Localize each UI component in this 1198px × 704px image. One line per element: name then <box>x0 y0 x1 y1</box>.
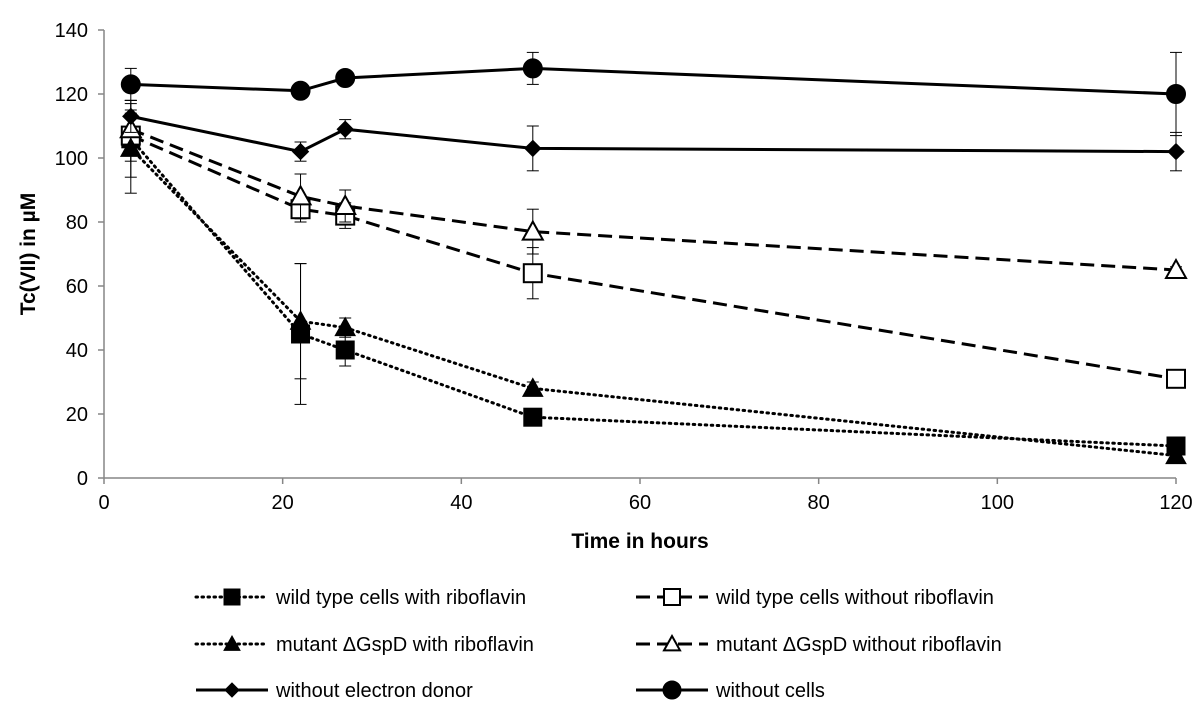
data-point <box>1166 368 1186 389</box>
legend-label: without cells <box>715 680 825 702</box>
data-point <box>521 377 544 397</box>
data-point <box>122 107 140 126</box>
data-point <box>524 139 542 158</box>
x-axis-title: Time in hours <box>571 530 708 553</box>
data-point <box>1164 257 1188 279</box>
x-tick-label: 40 <box>450 492 472 514</box>
data-point <box>1165 444 1187 465</box>
axes <box>103 30 1176 479</box>
legend-label: wild type cells with riboflavin <box>275 587 526 609</box>
data-point <box>1166 84 1186 104</box>
y-tick-label: 0 <box>77 468 88 490</box>
series-line <box>130 66 1177 96</box>
y-tick-label: 20 <box>66 404 88 426</box>
series-6 <box>120 51 1186 137</box>
legend-label: wild type cells without riboflavin <box>715 587 994 609</box>
x-tick-label: 20 <box>272 492 294 514</box>
legend-label: without electron donor <box>275 680 473 702</box>
legend-marker <box>663 588 681 606</box>
y-tick-label: 120 <box>55 84 88 106</box>
legend-marker <box>662 633 682 652</box>
data-point <box>120 74 141 95</box>
data-point <box>291 142 310 161</box>
data-point <box>289 310 312 330</box>
y-tick-label: 80 <box>66 212 88 234</box>
y-tick-label: 60 <box>66 276 88 298</box>
x-tick-label: 80 <box>808 492 830 514</box>
series-4 <box>119 112 1188 279</box>
data-point <box>119 137 142 157</box>
legend-item: without cells <box>636 680 825 702</box>
data-point <box>522 58 543 79</box>
legend-label: mutant ΔGspD without riboflavin <box>716 634 1002 656</box>
legend-item: wild type cells without riboflavin <box>636 587 994 609</box>
series-3 <box>119 103 1187 465</box>
x-tick-label: 120 <box>1159 492 1192 514</box>
data-point <box>334 316 357 337</box>
y-tick-label: 140 <box>55 20 88 42</box>
data-point <box>333 193 357 215</box>
legend-item: mutant ΔGspD without riboflavin <box>636 633 1002 656</box>
data-point <box>521 219 545 241</box>
data-point <box>1167 142 1185 161</box>
series-5 <box>122 99 1185 172</box>
x-tick-label: 0 <box>98 492 109 514</box>
legend-item: without electron donor <box>196 680 473 702</box>
x-tick-label: 100 <box>981 492 1014 514</box>
data-point <box>335 68 356 88</box>
y-tick-label: 100 <box>55 148 88 170</box>
series-line <box>130 114 1177 154</box>
data-point <box>523 407 543 427</box>
x-ticks: 0 20 40 60 80 100 120 <box>98 478 1193 514</box>
data-point <box>336 120 354 138</box>
data-point <box>335 340 355 360</box>
legend-marker <box>223 634 241 651</box>
y-tick-label: 40 <box>66 340 88 362</box>
legend-marker <box>662 680 682 700</box>
legend-label: mutant ΔGspD with riboflavin <box>276 634 534 656</box>
x-tick-label: 60 <box>629 492 651 514</box>
data-point <box>290 80 311 101</box>
data-point <box>522 263 543 284</box>
legend-item: wild type cells with riboflavin <box>194 587 526 609</box>
legend-item: mutant ΔGspD with riboflavin <box>194 634 534 656</box>
data-point <box>288 184 313 206</box>
legend-marker <box>223 588 241 606</box>
y-ticks: 0 20 40 60 80 100 120 140 <box>55 20 104 490</box>
series-line <box>130 134 1177 381</box>
series-line <box>130 127 1177 272</box>
series-line <box>129 146 1178 458</box>
legend-marker <box>224 682 240 698</box>
series-layer <box>119 51 1188 465</box>
legend: wild type cells with riboflavin wild type… <box>194 587 1002 702</box>
y-axis-title: Tc(VII) in µM <box>17 193 40 316</box>
